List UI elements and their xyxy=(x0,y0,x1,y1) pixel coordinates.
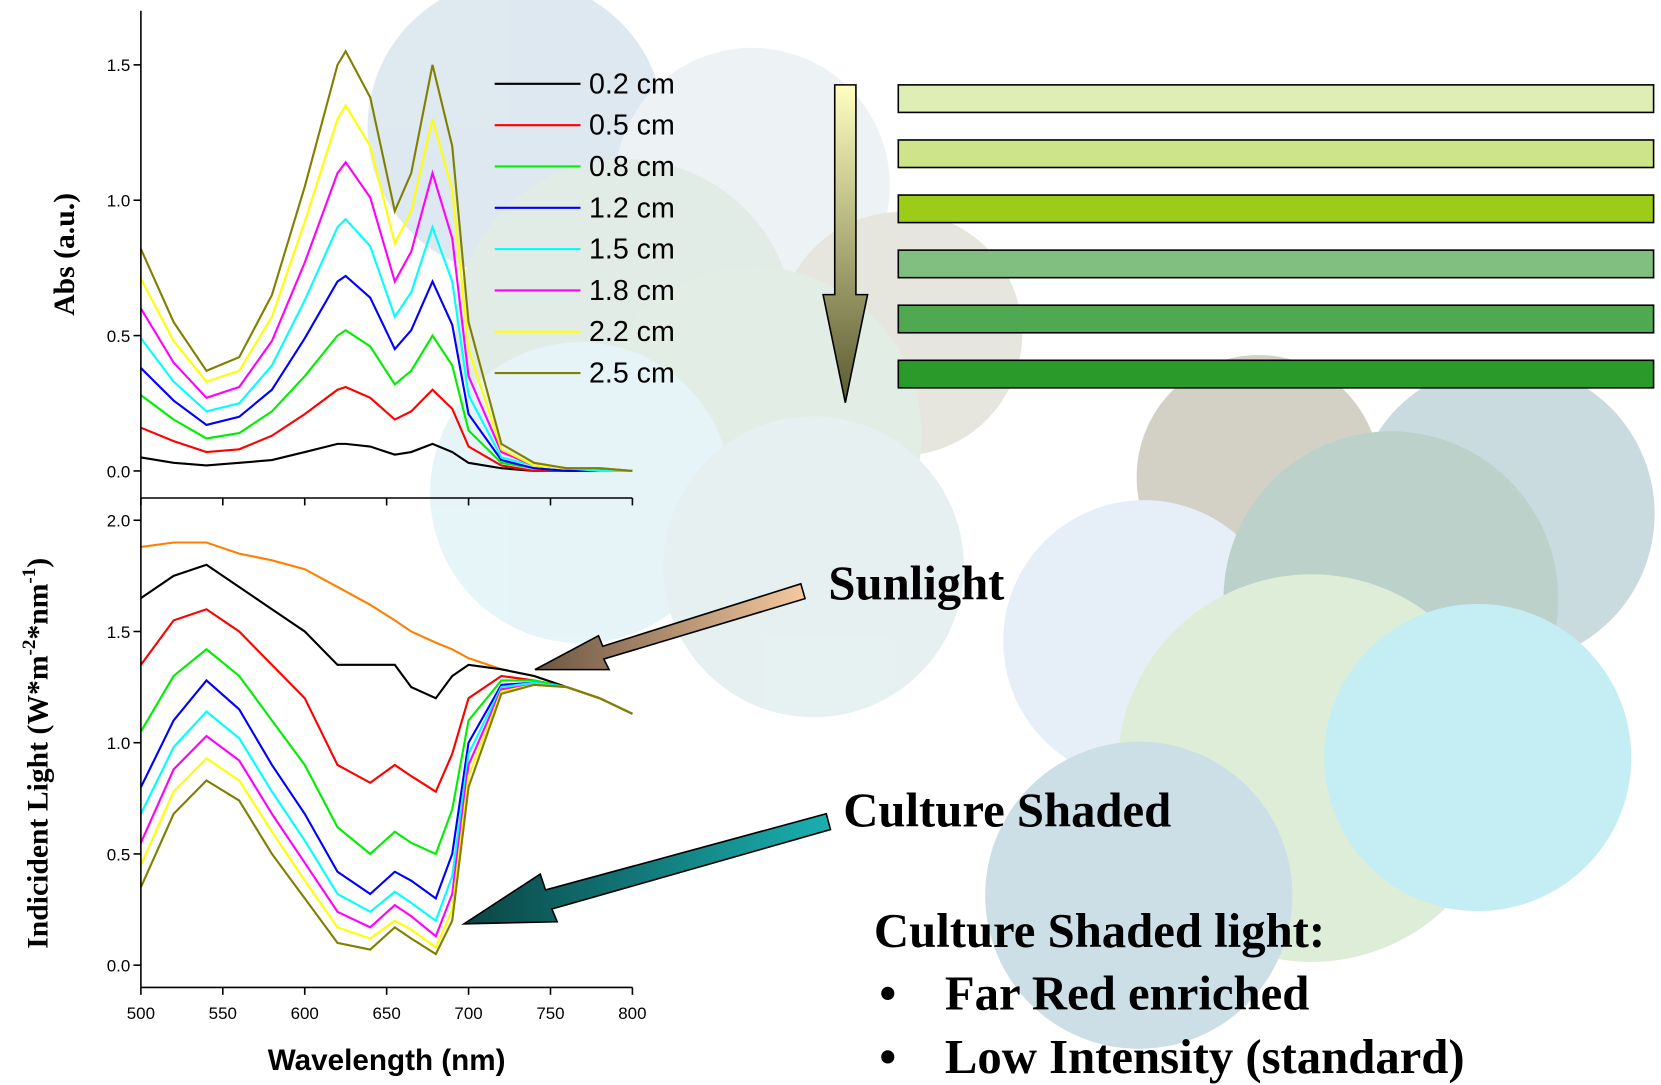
sunlight-label: Sunlight xyxy=(828,557,1005,611)
shaded-arrow xyxy=(464,814,831,924)
x-axis-label: Wavelength (nm) xyxy=(268,1044,506,1077)
y-axis-label-part: Indicident Light (W*m xyxy=(23,655,55,949)
legend-label: 0.2 cm xyxy=(589,68,675,100)
y-tick-label: 0.0 xyxy=(107,957,131,976)
y-tick-label: 2.0 xyxy=(107,512,131,531)
culture-shaded-label: Culture Shaded xyxy=(843,783,1171,837)
bullet-text: Low Intensity (standard) xyxy=(945,1030,1465,1084)
slide: Sunlight Culture Shaded Culture Shaded l… xyxy=(0,0,1661,1085)
legend-label: 1.5 cm xyxy=(589,234,675,266)
y-tick-label: 1.5 xyxy=(107,623,131,642)
y-axis-label: Abs (a.u.) xyxy=(49,193,81,316)
y-tick-label: 0.5 xyxy=(107,327,131,346)
y-tick-label: 1.5 xyxy=(107,56,131,75)
bullet: • xyxy=(879,967,896,1021)
legend-label: 0.8 cm xyxy=(589,151,675,183)
y-axis-label-part: ) xyxy=(23,558,55,568)
series-line xyxy=(141,683,633,921)
legend-label: 0.5 cm xyxy=(589,110,675,142)
x-tick-label: 750 xyxy=(536,1004,564,1023)
series-line xyxy=(141,680,633,898)
legend-label: 2.5 cm xyxy=(589,358,675,390)
y-axis-label-part: -2 xyxy=(19,640,40,656)
x-tick-label: 500 xyxy=(127,1004,155,1023)
x-tick-label: 550 xyxy=(209,1004,237,1023)
legend-label: 1.2 cm xyxy=(589,192,675,224)
y-axis-label: Indicident Light (W*m-2*nm-1) xyxy=(19,558,55,949)
legend-label: 1.8 cm xyxy=(589,275,675,307)
x-tick-label: 700 xyxy=(454,1004,482,1023)
summary-title: Culture Shaded light: xyxy=(874,904,1325,958)
series-line xyxy=(141,685,633,947)
bullet: • xyxy=(879,1030,896,1084)
x-tick-label: 650 xyxy=(373,1004,401,1023)
y-tick-label: 0.5 xyxy=(107,845,131,864)
y-tick-label: 1.0 xyxy=(107,192,131,211)
page: {"chart_data": [ {"type": "line", "y_lab… xyxy=(0,0,1661,1085)
y-tick-label: 1.0 xyxy=(107,734,131,753)
bullet-text: Far Red enriched xyxy=(945,967,1309,1021)
x-tick-label: 600 xyxy=(291,1004,319,1023)
x-tick-label: 800 xyxy=(618,1004,646,1023)
y-tick-label: 0.0 xyxy=(107,462,131,481)
series-line xyxy=(141,649,633,854)
y-axis-label-part: *nm xyxy=(23,583,55,639)
y-axis-label-part: -1 xyxy=(19,568,40,584)
legend-label: 2.2 cm xyxy=(589,316,675,348)
